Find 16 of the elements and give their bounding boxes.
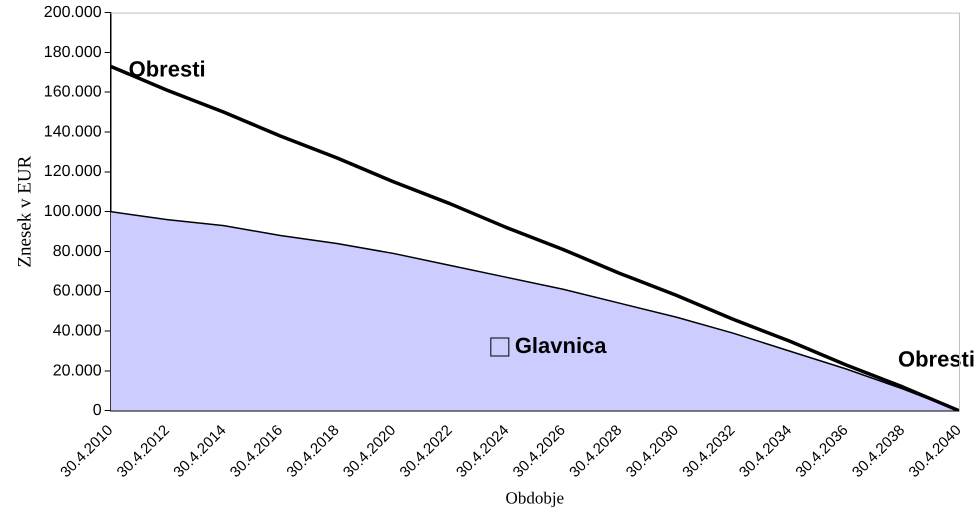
- y-tick-label: 40.000: [52, 322, 102, 340]
- y-tick-label: 0: [92, 402, 102, 420]
- y-tick-label: 180.000: [44, 44, 102, 61]
- y-tick-label: 160.000: [44, 84, 102, 101]
- text: Obresti: [898, 346, 975, 372]
- y-tick-label: 120.000: [44, 163, 102, 180]
- y-tick-label: 140.000: [44, 123, 102, 140]
- y-tick-label: 100.000: [44, 203, 102, 220]
- legend-label: Glavnica: [514, 333, 608, 358]
- y-tick-label: 200.000: [44, 4, 102, 22]
- y-axis-title: Znesek v EUR: [14, 155, 36, 268]
- y-tick-label: 60.000: [52, 282, 102, 300]
- series-label: Obresti: [128, 56, 206, 82]
- y-tick-label: 20.000: [52, 362, 102, 380]
- x-axis-title: Obdobje: [506, 488, 564, 508]
- y-tick-label: 80.000: [52, 242, 102, 260]
